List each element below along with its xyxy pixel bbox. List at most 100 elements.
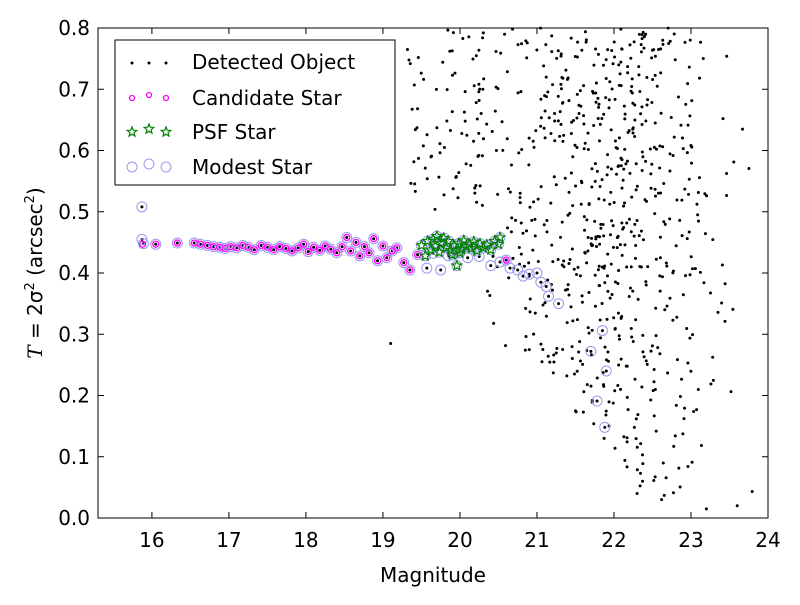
candidate-star-point bbox=[373, 257, 382, 265]
detected-object-point bbox=[604, 413, 608, 417]
detected-object-point bbox=[340, 245, 344, 249]
detected-object-point bbox=[626, 71, 630, 75]
detected-object-point bbox=[661, 38, 665, 42]
detected-object-point bbox=[691, 333, 695, 337]
detected-object-point bbox=[504, 258, 508, 262]
candidate-star-point bbox=[321, 242, 329, 250]
detected-object-point bbox=[686, 465, 690, 469]
detected-object-point bbox=[599, 226, 603, 230]
detected-object-point bbox=[611, 62, 615, 66]
detected-object-point bbox=[521, 231, 525, 235]
detected-object-point bbox=[552, 353, 556, 357]
detected-object-point bbox=[578, 340, 582, 344]
candidate-star-point bbox=[383, 254, 391, 262]
detected-object-point bbox=[475, 117, 479, 121]
detected-object-point bbox=[654, 334, 658, 338]
detected-object-point bbox=[672, 32, 676, 36]
detected-object-point bbox=[559, 54, 563, 58]
detected-object-point bbox=[653, 54, 657, 58]
detected-object-point bbox=[564, 288, 568, 292]
detected-object-point bbox=[735, 504, 739, 508]
detected-object-point bbox=[584, 38, 588, 42]
detected-object-point bbox=[451, 187, 455, 191]
detected-object-point bbox=[632, 40, 636, 44]
detected-object-point bbox=[362, 245, 366, 249]
detected-object-point bbox=[681, 136, 685, 140]
detected-object-point bbox=[645, 75, 649, 79]
detected-object-point bbox=[685, 151, 689, 155]
detected-object-point bbox=[685, 237, 689, 241]
detected-object-point bbox=[413, 182, 417, 186]
detected-object-point bbox=[567, 99, 571, 103]
detected-object-point bbox=[604, 58, 608, 62]
detected-object-point bbox=[559, 87, 563, 91]
legend-modest-marker bbox=[143, 158, 155, 170]
detected-object-point bbox=[540, 360, 544, 364]
detected-object-point bbox=[590, 167, 594, 171]
detected-object-point bbox=[655, 84, 659, 88]
detected-object-point bbox=[474, 54, 478, 58]
detected-object-point bbox=[472, 84, 476, 88]
detected-object-point bbox=[721, 117, 725, 121]
detected-object-point bbox=[625, 465, 629, 469]
detected-object-point bbox=[599, 222, 603, 226]
detected-object-point bbox=[653, 387, 657, 391]
detected-object-point bbox=[488, 294, 492, 298]
y-tick-label: 0.8 bbox=[58, 16, 90, 40]
detected-object-point bbox=[516, 268, 520, 272]
detected-object-point bbox=[523, 348, 527, 352]
detected-object-point bbox=[680, 234, 684, 238]
modest-star-point bbox=[136, 201, 148, 213]
candidate-star-point bbox=[282, 244, 290, 253]
detected-object-point bbox=[644, 119, 648, 123]
detected-object-point bbox=[506, 226, 510, 230]
modest-star-point bbox=[404, 264, 416, 276]
detected-object-point bbox=[553, 119, 557, 123]
detected-object-point bbox=[617, 164, 621, 168]
detected-object-point bbox=[617, 83, 621, 87]
detected-object-point bbox=[639, 442, 643, 446]
detected-object-point bbox=[544, 284, 548, 288]
detected-object-point bbox=[572, 267, 576, 271]
detected-object-point bbox=[546, 278, 550, 282]
detected-object-point bbox=[596, 268, 600, 272]
detected-object-point bbox=[593, 162, 597, 166]
detected-object-point bbox=[662, 220, 666, 224]
modest-star-point bbox=[553, 298, 565, 310]
detected-object-point bbox=[518, 191, 522, 195]
detected-object-point bbox=[617, 363, 621, 367]
detected-object-point bbox=[652, 145, 656, 149]
detected-object-point bbox=[594, 81, 598, 85]
detected-object-point bbox=[575, 318, 579, 322]
detected-object-point bbox=[641, 155, 645, 159]
detected-object-point bbox=[686, 361, 690, 365]
detected-object-point bbox=[603, 425, 607, 429]
detected-object-point bbox=[569, 36, 573, 40]
detected-object-point bbox=[631, 339, 635, 343]
detected-object-point bbox=[617, 334, 621, 338]
detected-object-point bbox=[602, 266, 606, 270]
detected-object-point bbox=[619, 156, 623, 160]
detected-object-point bbox=[659, 47, 663, 51]
detected-object-point bbox=[527, 272, 531, 276]
modest-star-point bbox=[350, 236, 362, 248]
detected-object-point bbox=[687, 230, 691, 234]
legend-detected-marker bbox=[147, 61, 151, 65]
detected-object-point bbox=[589, 353, 593, 357]
detected-object-point bbox=[567, 190, 571, 194]
detected-object-point bbox=[725, 54, 729, 58]
modest-star-point bbox=[219, 243, 231, 254]
detected-object-point bbox=[635, 445, 639, 449]
detected-object-point bbox=[593, 219, 597, 223]
detected-object-point bbox=[528, 310, 532, 314]
detected-object-point bbox=[637, 234, 641, 238]
detected-object-point bbox=[658, 235, 662, 239]
candidate-star-point bbox=[196, 240, 205, 248]
detected-object-point bbox=[570, 345, 574, 349]
candidate-star-point bbox=[250, 246, 258, 254]
detected-object-point bbox=[665, 264, 669, 268]
detected-object-point bbox=[582, 122, 586, 126]
detected-object-point bbox=[653, 475, 657, 479]
detected-object-point bbox=[477, 48, 481, 52]
detected-object-point bbox=[465, 133, 469, 137]
